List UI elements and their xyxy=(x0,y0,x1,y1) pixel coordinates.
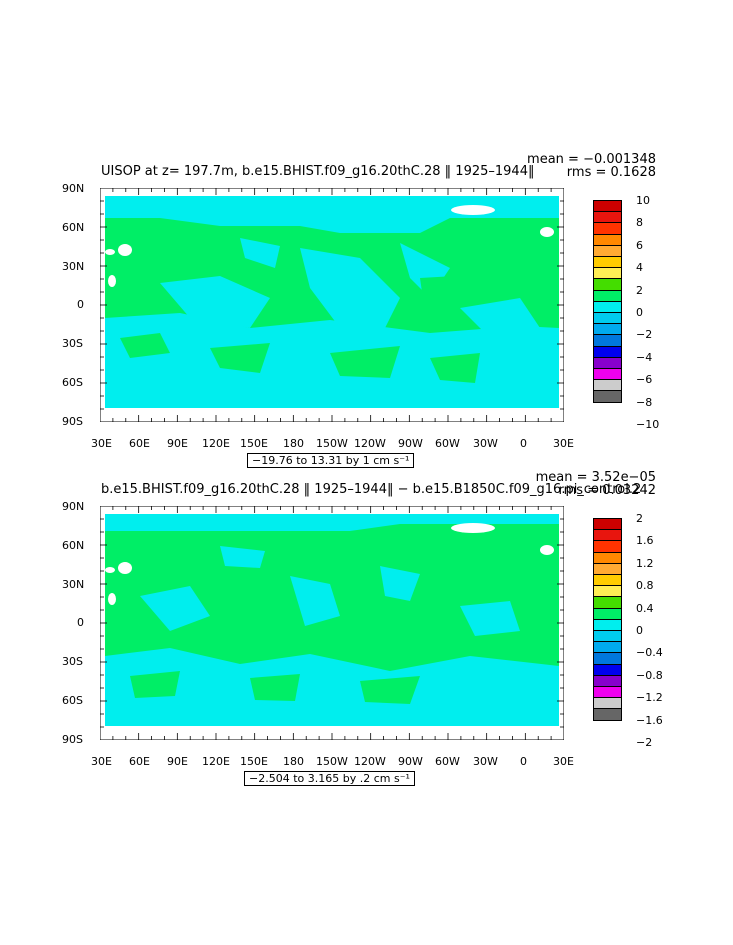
colorbar-label: 10 xyxy=(636,194,650,207)
colorbar-label: −10 xyxy=(636,418,660,431)
lat-label: 90N xyxy=(62,182,85,195)
lat-label: 0 xyxy=(77,616,84,629)
colorbar-label: −6 xyxy=(636,373,653,387)
contour-map xyxy=(100,188,564,422)
map-panel-top: UISOP at z= 197.7m, b.e15.BHIST.f09_g16.… xyxy=(0,0,733,470)
lon-label: 150E xyxy=(240,755,268,768)
colorbar-swatch xyxy=(593,390,622,403)
lat-label: 30S xyxy=(62,655,83,668)
lon-label: 90E xyxy=(167,755,188,768)
missing-regions xyxy=(105,523,554,605)
lon-label: 60E xyxy=(129,755,150,768)
panel-title: UISOP at z= 197.7m, b.e15.BHIST.f09_g16.… xyxy=(101,164,535,179)
panel-title: b.e15.BHIST.f09_g16.20thC.28 ‖ 1925–1944… xyxy=(101,482,642,497)
colorbar-label: −0.8 xyxy=(636,668,663,682)
colorbar-label: −1.6 xyxy=(636,713,663,727)
field-negative-regions xyxy=(105,514,559,726)
colorbar-label: 2 xyxy=(636,283,643,297)
lat-label: 60S xyxy=(62,376,83,389)
lon-label: 120W xyxy=(354,437,386,450)
lon-label: 60W xyxy=(435,755,460,768)
lon-label: 30E xyxy=(91,755,112,768)
axis-ticks xyxy=(100,188,564,422)
field-positive-patches xyxy=(130,606,450,704)
colorbar-label: 8 xyxy=(636,216,643,230)
lon-label: 30E xyxy=(91,437,112,450)
lon-label: 180 xyxy=(283,755,304,768)
colorbar-swatch xyxy=(593,708,622,721)
lat-label: 90S xyxy=(62,415,83,428)
colorbar-label: 6 xyxy=(636,238,643,252)
lon-label: 150W xyxy=(316,755,348,768)
lon-label: 120W xyxy=(354,755,386,768)
field-positive-patches xyxy=(120,276,480,383)
lon-label: 30E xyxy=(553,755,574,768)
colorbar-label: 2 xyxy=(636,512,643,525)
lon-label: 30W xyxy=(473,755,498,768)
lon-label: 150W xyxy=(316,437,348,450)
lat-label: 60S xyxy=(62,694,83,707)
lon-label: 120E xyxy=(202,437,230,450)
lon-label: 180 xyxy=(283,437,304,450)
lon-label: 150E xyxy=(240,437,268,450)
lon-label: 30W xyxy=(473,437,498,450)
colorbar-label: −1.2 xyxy=(636,691,663,705)
colorbar-label: −4 xyxy=(636,350,653,364)
lat-label: 60N xyxy=(62,539,85,552)
lon-label: 60E xyxy=(129,437,150,450)
mean-label: mean = −0.001348 xyxy=(527,152,656,167)
lat-label: 60N xyxy=(62,221,85,234)
colorbar-label: −2 xyxy=(636,328,653,342)
lon-label: 60W xyxy=(435,437,460,450)
lat-label: 30S xyxy=(62,337,83,350)
contour-map xyxy=(100,506,564,740)
lon-label: 0 xyxy=(520,755,527,768)
lat-label: 30N xyxy=(62,260,85,273)
lon-label: 90W xyxy=(398,755,423,768)
lon-label: 90E xyxy=(167,437,188,450)
lon-label: 0 xyxy=(520,437,527,450)
lat-label: 0 xyxy=(77,298,84,311)
mean-label: mean = 3.52e−05 xyxy=(535,470,656,485)
rms-label: rms = 0.1628 xyxy=(566,165,656,180)
colorbar-label: 0.4 xyxy=(636,601,654,615)
lat-label: 90S xyxy=(62,733,83,746)
contour-range-label: −19.76 to 13.31 by 1 cm s⁻¹ xyxy=(247,453,415,468)
lon-label: 30E xyxy=(553,437,574,450)
rms-label: rms = 0.03242 xyxy=(558,483,656,498)
colorbar-label: −0.4 xyxy=(636,646,663,660)
missing-regions xyxy=(105,205,554,287)
axis-ticks xyxy=(100,506,564,740)
contour-range-label: −2.504 to 3.165 by .2 cm s⁻¹ xyxy=(244,771,415,786)
map-panel-bottom: b.e15.BHIST.f09_g16.20thC.28 ‖ 1925–1944… xyxy=(0,318,733,788)
lat-label: 30N xyxy=(62,578,85,591)
colorbar-label: 1.6 xyxy=(636,534,654,548)
colorbar-label: 4 xyxy=(636,261,643,275)
colorbar-label: −2 xyxy=(636,736,653,749)
lon-label: 90W xyxy=(398,437,423,450)
lat-label: 90N xyxy=(62,500,85,513)
colorbar-label: −8 xyxy=(636,395,653,409)
colorbar-label: 1.2 xyxy=(636,556,654,570)
lon-label: 120E xyxy=(202,755,230,768)
colorbar-label: 0 xyxy=(636,624,643,637)
colorbar-label: 0.8 xyxy=(636,579,654,593)
colorbar-label: 0 xyxy=(636,306,643,319)
